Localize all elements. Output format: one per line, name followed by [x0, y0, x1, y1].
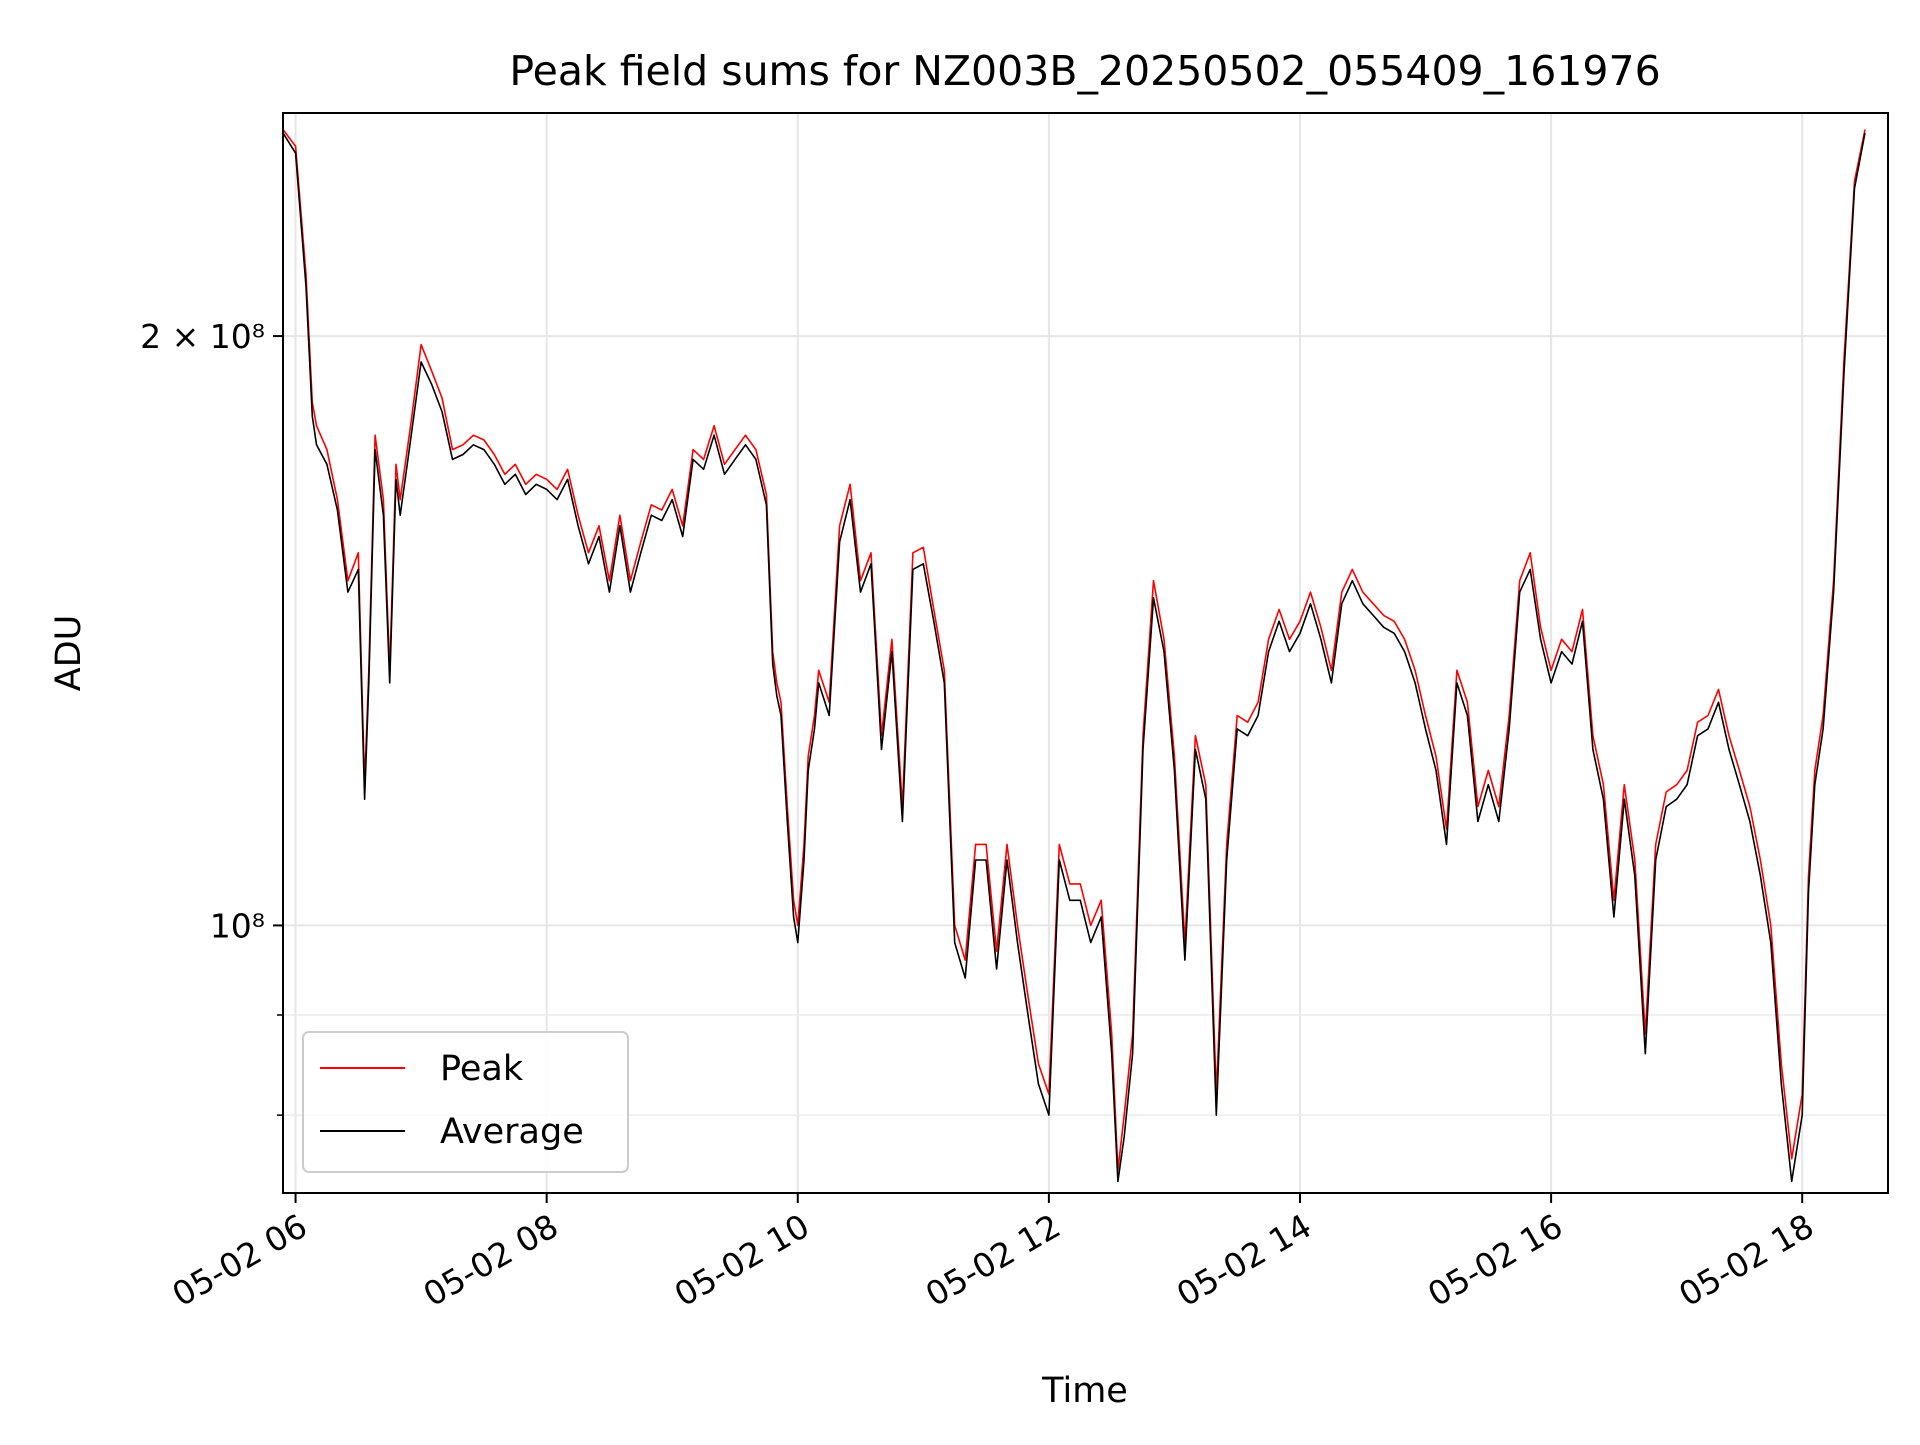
y-tick-label: 10⁸	[210, 906, 265, 945]
plot-frame	[282, 112, 1889, 1194]
legend: Peak Average	[302, 1031, 629, 1173]
series-line-peak	[282, 129, 1866, 1171]
legend-label-peak: Peak	[440, 1049, 524, 1089]
chart-title: Peak field sums for NZ003B_20250502_0554…	[509, 47, 1660, 95]
legend-label-average: Average	[440, 1112, 584, 1152]
x-axis-label: Time	[1041, 1371, 1128, 1411]
y-axis-label: ADU	[49, 615, 89, 692]
y-tick-label: 2 × 10⁸	[140, 317, 265, 356]
y-axis-ticks: 2 × 10⁸ 10⁸	[140, 317, 283, 1116]
series-line-average	[282, 132, 1866, 1183]
grid-lines	[283, 113, 1888, 1193]
plot-series	[282, 129, 1866, 1183]
